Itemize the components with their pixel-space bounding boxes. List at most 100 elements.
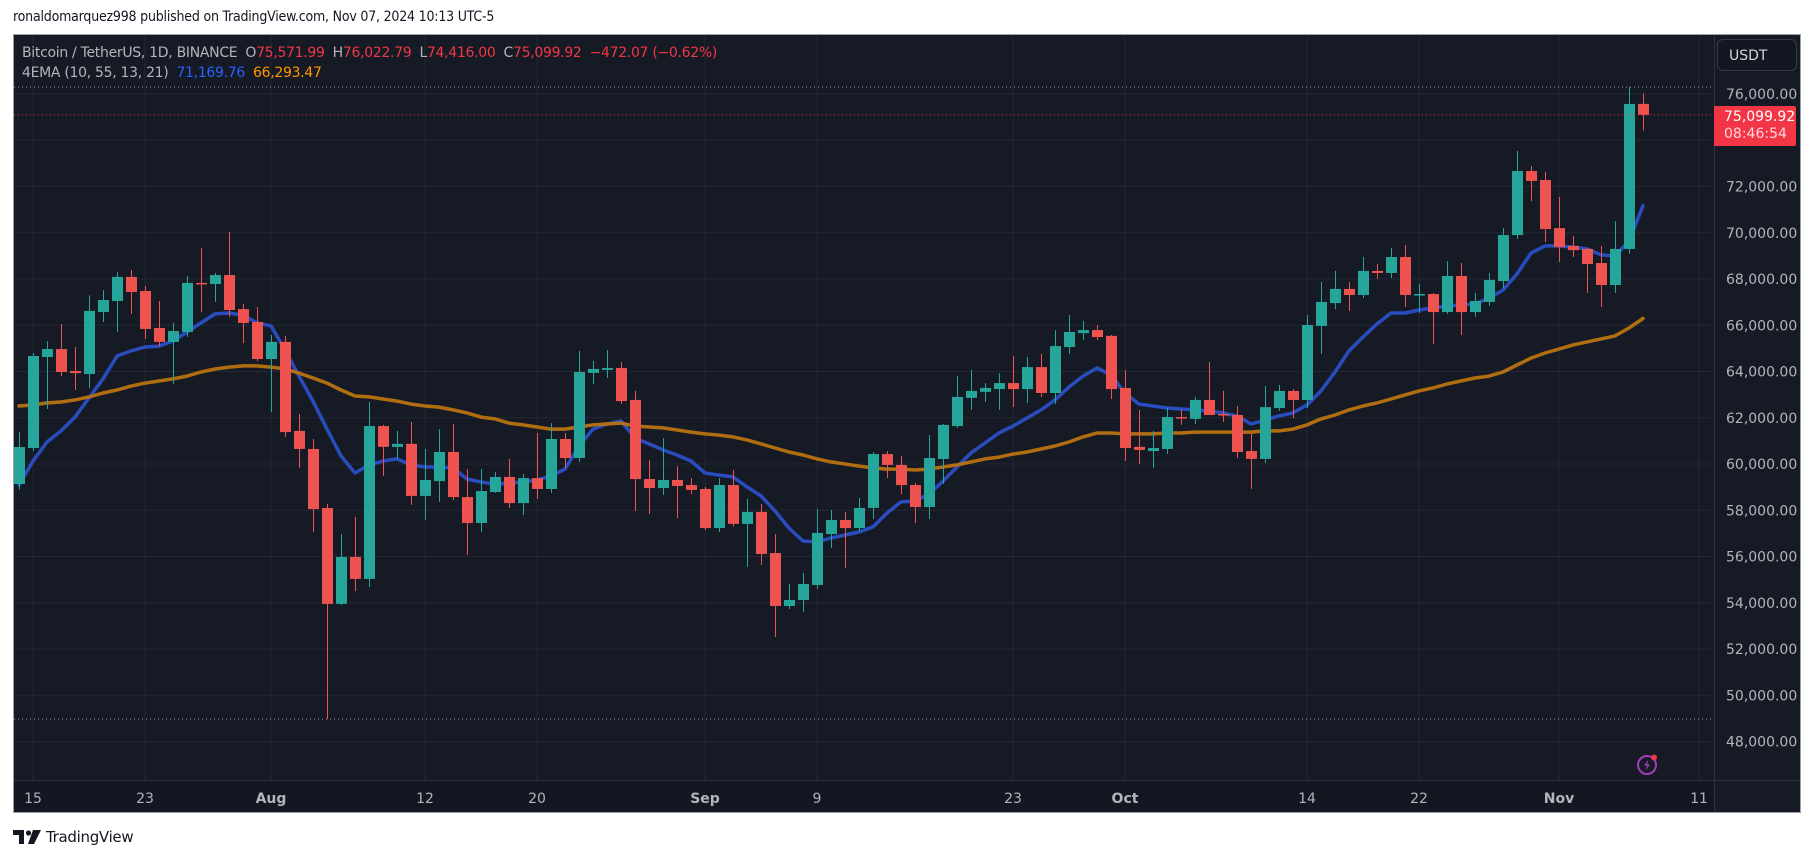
price-axis[interactable] xyxy=(1714,35,1801,813)
candle-body[interactable] xyxy=(966,390,977,398)
candle-body[interactable] xyxy=(1092,330,1103,338)
candle-body[interactable] xyxy=(602,368,613,370)
candle-body[interactable] xyxy=(392,443,403,447)
candle-body[interactable] xyxy=(182,282,193,332)
candle-body[interactable] xyxy=(910,485,921,508)
candle-body[interactable] xyxy=(1050,346,1061,394)
candle-body[interactable] xyxy=(896,464,907,486)
candle-body[interactable] xyxy=(1218,414,1229,416)
candle-body[interactable] xyxy=(1484,279,1495,302)
candle-body[interactable] xyxy=(168,331,179,342)
time-axis[interactable] xyxy=(14,780,1714,813)
candle-body[interactable] xyxy=(532,478,543,489)
candle-body[interactable] xyxy=(1470,300,1481,313)
candle-body[interactable] xyxy=(280,341,291,433)
candle-body[interactable] xyxy=(1442,275,1453,313)
candle-body[interactable] xyxy=(1554,228,1565,248)
candle-body[interactable] xyxy=(1134,446,1145,450)
candle-body[interactable] xyxy=(1106,335,1117,390)
candle-body[interactable] xyxy=(1596,263,1607,286)
candle-body[interactable] xyxy=(1316,301,1327,326)
candle-body[interactable] xyxy=(252,322,263,360)
candle-body[interactable] xyxy=(504,476,515,504)
candle-body[interactable] xyxy=(196,282,207,285)
candle-body[interactable] xyxy=(1260,407,1271,459)
candle-body[interactable] xyxy=(378,426,389,447)
candle-body[interactable] xyxy=(1204,399,1215,415)
candle-body[interactable] xyxy=(294,430,305,449)
symbol-name[interactable]: Bitcoin / TetherUS, 1D, BINANCE xyxy=(22,45,238,61)
candle-body[interactable] xyxy=(1330,288,1341,304)
candle-body[interactable] xyxy=(826,519,837,535)
candle-body[interactable] xyxy=(1022,367,1033,390)
candle-body[interactable] xyxy=(728,485,739,524)
candle-body[interactable] xyxy=(1176,417,1187,419)
candle-body[interactable] xyxy=(1540,180,1551,230)
candle-body[interactable] xyxy=(588,368,599,373)
candle-body[interactable] xyxy=(840,519,851,529)
candle-body[interactable] xyxy=(1624,103,1635,249)
currency-button[interactable]: USDT xyxy=(1717,39,1797,71)
candle-body[interactable] xyxy=(224,275,235,310)
candle-body[interactable] xyxy=(420,479,431,496)
candle-body[interactable] xyxy=(658,479,669,489)
candle-body[interactable] xyxy=(756,511,767,554)
candle-body[interactable] xyxy=(854,507,865,529)
candle-body[interactable] xyxy=(574,371,585,458)
candle-body[interactable] xyxy=(14,447,25,485)
candle-body[interactable] xyxy=(686,485,697,490)
candle-body[interactable] xyxy=(1190,399,1201,419)
candle-body[interactable] xyxy=(1498,235,1509,282)
chart-pane[interactable]: 76,000.00 72,000.00 70,000.00 68,000.00 66,0… xyxy=(13,34,1801,813)
candle-body[interactable] xyxy=(672,479,683,486)
candle-body[interactable] xyxy=(1372,270,1383,273)
candle-body[interactable] xyxy=(868,454,879,508)
candle-body[interactable] xyxy=(112,276,123,301)
candle-body[interactable] xyxy=(812,532,823,585)
candle-body[interactable] xyxy=(448,451,459,498)
tradingview-logo[interactable]: TradingView xyxy=(13,828,134,846)
candle-body[interactable] xyxy=(126,276,137,292)
candle-body[interactable] xyxy=(560,439,571,458)
candle-body[interactable] xyxy=(518,478,529,504)
candle-body[interactable] xyxy=(630,399,641,480)
candle-body[interactable] xyxy=(28,356,39,449)
candle-body[interactable] xyxy=(434,451,445,482)
candle-body[interactable] xyxy=(924,457,935,508)
candle-body[interactable] xyxy=(1428,294,1439,313)
candle-body[interactable] xyxy=(1512,171,1523,236)
candle-body[interactable] xyxy=(1064,331,1075,347)
candle-body[interactable] xyxy=(714,485,725,529)
candle-body[interactable] xyxy=(350,556,361,579)
candle-body[interactable] xyxy=(1078,330,1089,334)
indicator-name[interactable]: 4EMA (10, 55, 13, 21) xyxy=(22,65,169,81)
candle-body[interactable] xyxy=(1526,171,1537,181)
candle-body[interactable] xyxy=(1358,270,1369,295)
candle-body[interactable] xyxy=(308,448,319,510)
candle-body[interactable] xyxy=(140,291,151,329)
candle-body[interactable] xyxy=(1246,451,1257,459)
candle-body[interactable] xyxy=(770,553,781,606)
candle-body[interactable] xyxy=(742,511,753,524)
candle-body[interactable] xyxy=(266,341,277,360)
candle-body[interactable] xyxy=(1568,245,1579,251)
candle-body[interactable] xyxy=(70,371,81,374)
candle-body[interactable] xyxy=(994,383,1005,390)
candle-body[interactable] xyxy=(1414,294,1425,296)
candle-body[interactable] xyxy=(644,479,655,489)
candle-body[interactable] xyxy=(1288,390,1299,400)
candle-body[interactable] xyxy=(210,275,221,285)
candle-body[interactable] xyxy=(364,426,375,579)
candle-body[interactable] xyxy=(1302,325,1313,400)
candle-body[interactable] xyxy=(1456,275,1467,313)
candle-body[interactable] xyxy=(238,309,249,323)
lightning-alert-icon[interactable] xyxy=(1634,751,1660,777)
candle-body[interactable] xyxy=(154,328,165,342)
candle-body[interactable] xyxy=(56,349,67,372)
candle-body[interactable] xyxy=(1148,448,1159,452)
candle-body[interactable] xyxy=(938,424,949,459)
candle-body[interactable] xyxy=(1400,257,1411,295)
candle-body[interactable] xyxy=(700,488,711,529)
candle-body[interactable] xyxy=(784,599,795,606)
candle-body[interactable] xyxy=(490,476,501,492)
